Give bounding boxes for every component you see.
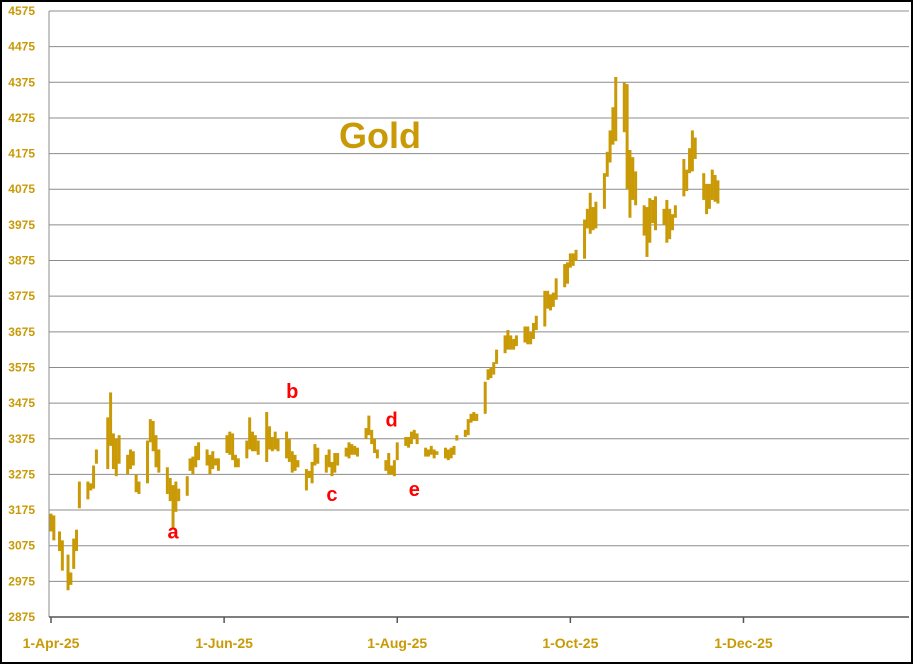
- y-tick-label: 3075: [8, 539, 35, 553]
- x-tick-label: 1-Oct-25: [542, 635, 598, 651]
- y-tick-label: 3675: [8, 325, 35, 339]
- y-tick-label: 2975: [8, 574, 35, 588]
- x-axis-tick-labels: 1-Apr-25 1-Jun-25 1-Aug-25 1-Oct-25 1-Dec-25: [23, 635, 773, 651]
- x-tick-label: 1-Jun-25: [195, 635, 253, 651]
- wave-label-a: a: [167, 522, 179, 544]
- y-tick-label: 3175: [8, 503, 35, 517]
- price-bars: [49, 76, 720, 591]
- y-tick-label: 4275: [8, 111, 35, 125]
- y-tick-label: 4575: [8, 4, 35, 18]
- wave-label-e: e: [409, 479, 420, 501]
- x-axis: [49, 616, 909, 623]
- y-tick-label: 3975: [8, 218, 35, 232]
- x-tick-label: 1-Apr-25: [23, 635, 80, 651]
- y-axis-tick-labels: 4575 4475 4375 4275 4175 4075 3975 3875 3775 3675…: [8, 4, 35, 624]
- chart-title: Gold: [339, 115, 421, 156]
- wave-label-d: d: [385, 409, 397, 431]
- y-tick-label: 3275: [8, 467, 35, 481]
- y-tick-label: 3375: [8, 432, 35, 446]
- y-tick-label: 3775: [8, 289, 35, 303]
- x-tick-label: 1-Aug-25: [367, 635, 427, 651]
- y-tick-label: 2875: [8, 610, 35, 624]
- wave-label-b: b: [286, 381, 298, 403]
- y-tick-label: 4175: [8, 147, 35, 161]
- y-tick-label: 4375: [8, 75, 35, 89]
- y-tick-label: 3575: [8, 360, 35, 374]
- y-tick-label: 3475: [8, 396, 35, 410]
- y-tick-label: 4075: [8, 182, 35, 196]
- wave-annotations: a b c d e: [167, 381, 419, 544]
- y-tick-label: 3875: [8, 254, 35, 268]
- wave-label-c: c: [326, 484, 337, 506]
- x-tick-label: 1-Dec-25: [714, 635, 773, 651]
- y-tick-label: 4475: [8, 40, 35, 54]
